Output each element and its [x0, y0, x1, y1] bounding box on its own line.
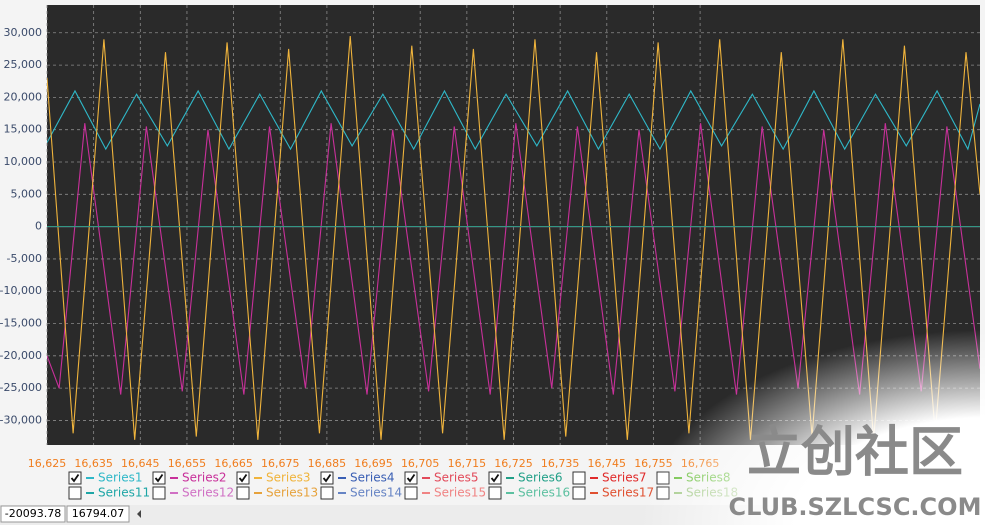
legend-label: Series14	[350, 486, 402, 500]
legend-checkbox[interactable]	[320, 486, 334, 500]
legend-label: Series15	[434, 486, 486, 500]
legend-checkmark[interactable]	[70, 473, 80, 483]
legend-checkmark[interactable]	[238, 473, 248, 483]
status-box	[0, 505, 66, 523]
legend-label: Series2	[182, 471, 227, 485]
legend-label: Series11	[98, 486, 150, 500]
legend-label: Series3	[266, 471, 311, 485]
x-tick-label: 16,655	[168, 457, 207, 470]
x-tick-label: 16,625	[28, 457, 67, 470]
x-tick-label: 16,665	[214, 457, 253, 470]
y-tick-label: 20,000	[4, 90, 43, 103]
watermark-title: 立创社区	[747, 421, 963, 484]
legend-checkmark[interactable]	[154, 473, 164, 483]
legend-checkmark[interactable]	[322, 473, 332, 483]
legend-checkbox[interactable]	[488, 486, 502, 500]
series-line	[47, 35, 980, 440]
y-tick-label: -30,000	[0, 413, 42, 426]
y-tick-label: 0	[35, 220, 42, 233]
legend-label: Series1	[98, 471, 143, 485]
x-tick-label: 16,695	[354, 457, 393, 470]
x-tick-label: 16,645	[121, 457, 160, 470]
legend-checkbox[interactable]	[572, 486, 586, 500]
y-tick-label: 15,000	[4, 123, 43, 136]
series-line	[47, 89, 980, 151]
x-tick-label: 16,685	[308, 457, 347, 470]
legend-label: Series13	[266, 486, 318, 500]
y-tick-label: -5,000	[7, 252, 42, 265]
legend-checkbox[interactable]	[152, 486, 166, 500]
scroll-arrow[interactable]	[137, 510, 141, 518]
x-tick-label: 16,735	[541, 457, 580, 470]
legend-checkmark[interactable]	[406, 473, 416, 483]
watermark-glow	[640, 330, 985, 525]
legend-checkbox[interactable]	[404, 486, 418, 500]
x-tick-label: 16,715	[448, 457, 487, 470]
legend-label: Series7	[602, 471, 647, 485]
legend-label: Series4	[350, 471, 395, 485]
y-tick-label: -10,000	[0, 284, 42, 297]
status-cursor-x: 16794.07	[72, 507, 125, 520]
legend-checkbox[interactable]	[68, 486, 82, 500]
watermark-url: CLUB.SZLCSC.COM	[729, 493, 982, 521]
status-box	[66, 505, 130, 523]
legend-label: Series6	[518, 471, 563, 485]
series-line	[47, 123, 980, 395]
legend-checkbox[interactable]	[236, 486, 250, 500]
y-tick-label: -15,000	[0, 317, 42, 330]
y-tick-label: -25,000	[0, 381, 42, 394]
x-tick-label: 16,675	[261, 457, 300, 470]
y-tick-label: 25,000	[4, 58, 43, 71]
legend-label: Series12	[182, 486, 234, 500]
legend-label: Series5	[434, 471, 479, 485]
y-tick-label: 5,000	[11, 187, 43, 200]
x-tick-label: 16,745	[588, 457, 627, 470]
status-cursor-y: -20093.78	[5, 507, 61, 520]
x-tick-label: 16,725	[494, 457, 533, 470]
y-tick-label: -20,000	[0, 349, 42, 362]
legend-checkmark[interactable]	[490, 473, 500, 483]
x-tick-label: 16,635	[74, 457, 113, 470]
y-tick-label: 30,000	[4, 26, 43, 39]
x-tick-label: 16,705	[401, 457, 440, 470]
legend-checkbox[interactable]	[572, 471, 586, 485]
legend-label: Series16	[518, 486, 570, 500]
y-tick-label: 10,000	[4, 155, 43, 168]
